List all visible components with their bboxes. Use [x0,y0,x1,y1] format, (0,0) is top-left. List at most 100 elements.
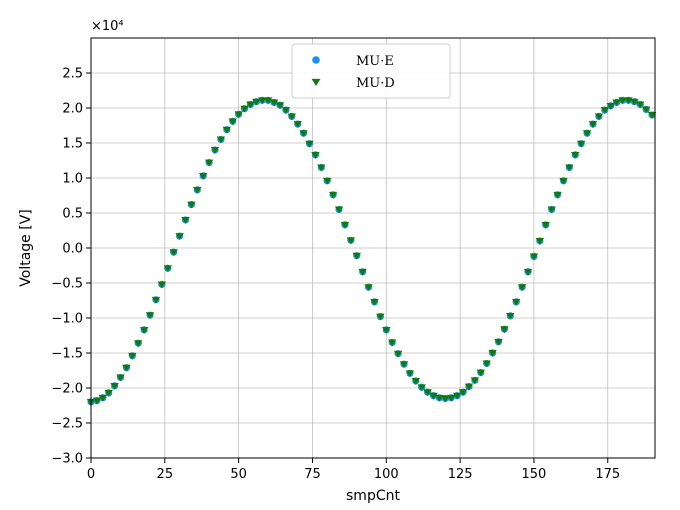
data-point [163,265,172,273]
data-point [269,99,279,107]
data-point [576,140,586,148]
legend-label: MU·E [356,54,394,69]
data-point [358,268,367,276]
data-point [210,147,220,154]
legend-marker-triangle [311,78,321,86]
data-point [293,121,302,128]
data-point [134,340,143,347]
data-point [252,98,261,106]
data-point [334,206,344,214]
data-point [506,312,515,320]
data-point [323,177,332,185]
x-tick-label: 175 [595,467,620,482]
data-point [169,249,178,256]
x-tick-label: 25 [157,467,174,482]
x-axis-ticks: 0 25 50 75 100 125 150 175 [87,458,620,482]
data-point [376,313,385,321]
data-point [494,338,503,346]
data-point [541,221,550,229]
x-tick-label: 125 [448,467,473,482]
y-axis-label: Voltage [V] [18,209,34,286]
data-point [234,111,243,119]
data-series [86,96,657,406]
y-tick-label: 2.0 [62,102,83,117]
data-point [311,151,320,159]
data-point [204,159,214,167]
data-point [411,378,421,385]
x-axis-label: smpCnt [346,488,400,504]
data-point [246,101,255,109]
data-point [447,394,456,402]
data-point [535,238,545,245]
data-point [500,326,509,333]
data-point [352,252,361,260]
data-point [523,268,533,276]
y-tick-label: −3.0 [51,452,83,467]
y-tick-label: −2.5 [51,417,83,432]
data-point [529,253,539,261]
data-point [458,389,468,396]
data-point [393,350,403,358]
data-point [222,126,232,134]
x-tick-label: 100 [374,467,399,482]
data-point [630,98,639,106]
data-point [488,350,497,357]
data-point [145,312,155,319]
data-point [328,191,338,199]
data-point [565,164,574,172]
data-point [110,382,119,390]
y-axis-ticks: −3.0 −2.5 −2.0 −1.5 −1.0 −0.5 0.0 0.5 1.0 1.5 2.0 2… [51,67,91,467]
data-point [122,364,131,372]
data-point [92,397,102,405]
data-point [116,374,125,382]
data-point [600,107,610,114]
data-point [193,186,202,194]
data-point [612,99,621,107]
data-point [187,201,196,209]
data-point [647,112,657,119]
data-point [441,395,450,403]
data-point [364,284,373,291]
data-point [512,298,521,306]
y-axis-multiplier-label: ×10⁴ [91,19,124,34]
x-tick-label: 150 [522,467,547,482]
series-mu-d [86,97,657,406]
y-tick-label: 0.5 [62,207,83,222]
data-point [559,177,568,185]
data-point [305,140,314,148]
data-point [346,237,356,245]
y-tick-label: −1.0 [51,312,83,327]
y-tick-label: 1.5 [62,137,83,152]
data-point [175,233,184,240]
data-point [429,392,438,400]
legend: MU·E MU·D [291,43,451,99]
data-point [382,326,391,334]
data-point [423,389,432,396]
data-point [151,296,161,304]
data-point [387,339,397,347]
data-point [553,191,562,199]
data-point [399,361,409,368]
data-point [216,136,226,144]
data-point [104,389,113,397]
data-point [157,281,167,289]
data-point [582,130,592,137]
x-tick-label: 75 [304,467,321,482]
data-point [258,97,267,105]
data-point [340,221,350,229]
data-point [417,384,426,392]
data-point [547,206,556,214]
data-point [470,377,480,385]
data-point [181,217,190,224]
data-point [199,172,208,180]
data-point [588,121,598,128]
data-point [317,164,326,172]
data-point [139,326,149,334]
y-tick-label: 2.5 [62,67,83,82]
data-point [240,105,249,113]
data-point [594,113,604,121]
data-point [641,106,651,114]
data-point [636,101,645,109]
y-tick-label: −0.5 [51,277,83,292]
